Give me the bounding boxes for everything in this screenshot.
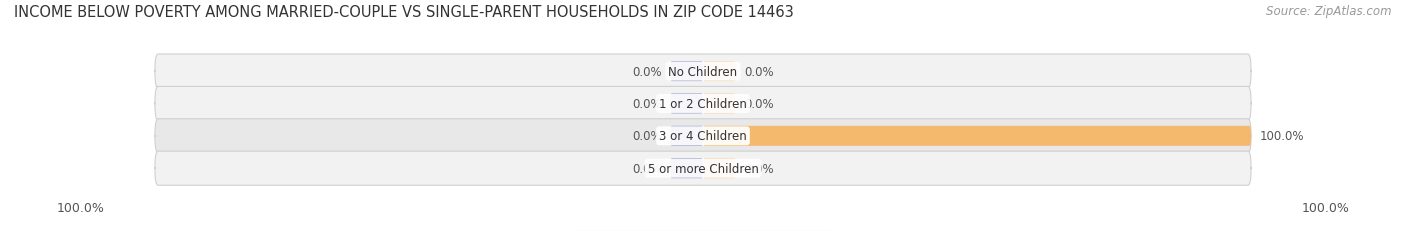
Text: 5 or more Children: 5 or more Children (648, 162, 758, 175)
Text: 0.0%: 0.0% (633, 97, 662, 110)
Text: INCOME BELOW POVERTY AMONG MARRIED-COUPLE VS SINGLE-PARENT HOUSEHOLDS IN ZIP COD: INCOME BELOW POVERTY AMONG MARRIED-COUPL… (14, 5, 794, 20)
FancyBboxPatch shape (155, 87, 1251, 121)
Text: 100.0%: 100.0% (1302, 201, 1350, 214)
FancyBboxPatch shape (155, 55, 1251, 89)
FancyBboxPatch shape (155, 119, 1251, 153)
Text: Source: ZipAtlas.com: Source: ZipAtlas.com (1267, 5, 1392, 18)
Text: 0.0%: 0.0% (633, 162, 662, 175)
Text: 0.0%: 0.0% (744, 65, 773, 78)
Text: 1 or 2 Children: 1 or 2 Children (659, 97, 747, 110)
FancyBboxPatch shape (703, 62, 735, 82)
Text: 0.0%: 0.0% (633, 130, 662, 143)
Text: 100.0%: 100.0% (56, 201, 104, 214)
FancyBboxPatch shape (703, 158, 735, 179)
FancyBboxPatch shape (671, 126, 703, 146)
FancyBboxPatch shape (671, 94, 703, 114)
Text: No Children: No Children (668, 65, 738, 78)
Text: 0.0%: 0.0% (744, 162, 773, 175)
FancyBboxPatch shape (671, 62, 703, 82)
Text: 100.0%: 100.0% (1260, 130, 1303, 143)
Text: 0.0%: 0.0% (633, 65, 662, 78)
FancyBboxPatch shape (155, 152, 1251, 185)
FancyBboxPatch shape (703, 94, 735, 114)
FancyBboxPatch shape (703, 126, 1251, 146)
Text: 3 or 4 Children: 3 or 4 Children (659, 130, 747, 143)
FancyBboxPatch shape (671, 158, 703, 179)
Text: 0.0%: 0.0% (744, 97, 773, 110)
